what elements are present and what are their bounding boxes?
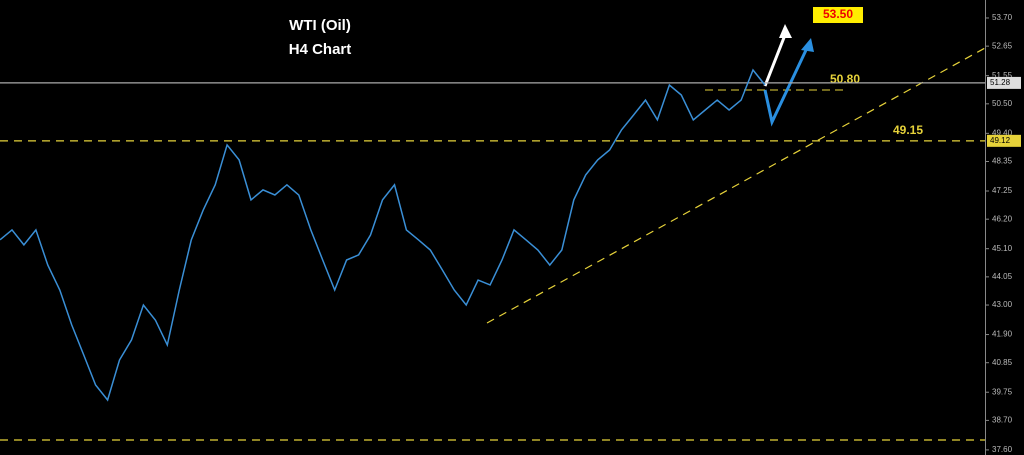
y-tick-label: 43.00	[992, 300, 1013, 309]
price-tag	[987, 76, 1021, 89]
y-tick-label: 41.90	[992, 330, 1013, 339]
annotation: 49.15	[893, 123, 923, 137]
y-tick-label: 38.70	[992, 416, 1013, 425]
y-tick-label: 49.40	[992, 128, 1013, 137]
y-tick-label: 51.55	[992, 71, 1013, 80]
y-tick-label: 48.35	[992, 157, 1013, 166]
price-line	[0, 68, 766, 402]
annotation: 53.50	[823, 7, 853, 21]
price-tag-label: 51.28	[990, 78, 1011, 87]
chart-title: WTI (Oil)	[289, 17, 351, 34]
y-tick-label: 39.75	[992, 387, 1013, 396]
y-tick-label: 45.10	[992, 244, 1013, 253]
trend-line	[486, 47, 986, 324]
arrow-path	[763, 47, 809, 127]
price-tag	[987, 134, 1021, 147]
y-tick-label: 50.50	[992, 99, 1013, 108]
y-tick-label: 44.05	[992, 272, 1013, 281]
annotation: 50.80	[830, 72, 860, 86]
annotation-box	[813, 7, 863, 23]
y-tick-label: 47.25	[992, 186, 1013, 195]
y-tick-label: 46.20	[992, 214, 1013, 223]
y-tick-label: 53.70	[992, 13, 1013, 22]
arrow-up	[763, 34, 787, 87]
chart-subtitle: H4 Chart	[289, 41, 352, 58]
arrow-head	[779, 24, 792, 38]
price-tag-label: 49.12	[990, 136, 1011, 145]
y-tick-label: 37.60	[992, 445, 1013, 454]
y-tick-label: 40.85	[992, 358, 1013, 367]
y-tick-label: 52.65	[992, 41, 1013, 50]
arrow-head	[801, 38, 814, 52]
